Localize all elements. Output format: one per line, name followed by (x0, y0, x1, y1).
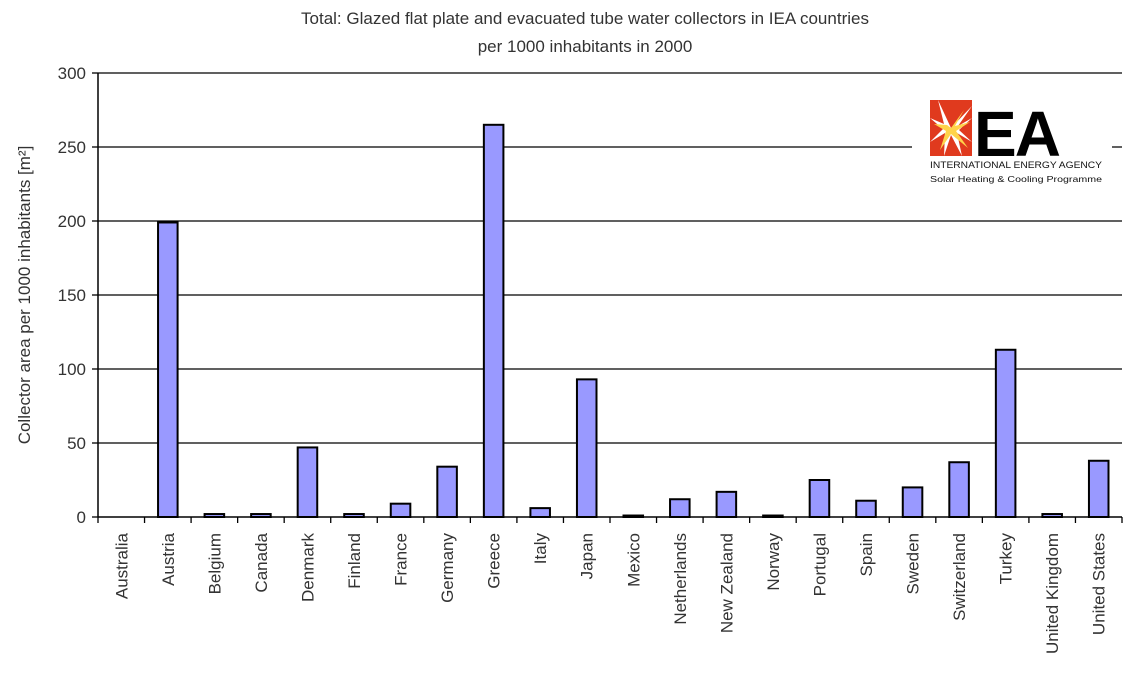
x-category-label: Switzerland (950, 533, 969, 621)
bar (436, 465, 458, 518)
iea-logo: EA INTERNATIONAL ENERGY AGENCY Solar Hea… (912, 92, 1112, 192)
bar (1087, 459, 1110, 519)
category-labels: Australia Austria Belgium Canada Denmark Finl… (112, 532, 1108, 654)
bar (855, 499, 877, 519)
bar (482, 123, 505, 519)
chart-title: Total: Glazed flat plate and evacuated t… (301, 9, 869, 28)
x-category-label: Turkey (997, 533, 1016, 585)
bar (296, 446, 319, 518)
logo-agency-name: INTERNATIONAL ENERGY AGENCY (930, 160, 1102, 170)
bar (994, 348, 1017, 519)
axes (97, 73, 1123, 523)
x-category-label: Netherlands (671, 533, 690, 625)
bar (715, 490, 738, 518)
x-category-label: Spain (857, 533, 876, 576)
x-category-label: Greece (485, 533, 504, 589)
logo-programme-name: Solar Heating & Cooling Programme (930, 174, 1102, 184)
y-tick-label: 100 (58, 360, 86, 379)
logo-letters: EA (974, 98, 1060, 170)
x-category-label: Canada (252, 532, 271, 592)
grid-lines (98, 72, 1122, 444)
x-category-label: United Kingdom (1043, 533, 1062, 654)
y-tick-label: 50 (67, 434, 86, 453)
bar (948, 461, 970, 518)
bar (669, 498, 691, 518)
y-axis-ticks: 0 50 100 150 200 250 300 (58, 64, 98, 527)
x-category-label: Sweden (904, 533, 923, 594)
x-category-label: New Zealand (717, 533, 736, 633)
bar (389, 502, 412, 518)
x-category-label: Norway (764, 533, 783, 591)
x-category-label: United States (1090, 533, 1109, 635)
bar (157, 221, 179, 518)
sun-burst-icon (930, 100, 972, 156)
x-category-label: France (392, 533, 411, 586)
x-category-label: Mexico (624, 533, 643, 587)
x-category-label: Belgium (205, 533, 224, 594)
x-category-label: Denmark (298, 533, 317, 602)
bar (901, 486, 924, 518)
y-tick-label: 300 (58, 64, 86, 83)
x-category-label: Finland (345, 533, 364, 589)
bar (808, 479, 831, 518)
x-category-label: Japan (578, 533, 597, 579)
bars (157, 123, 1110, 519)
y-tick-label: 0 (77, 508, 86, 527)
x-category-label: Austria (159, 532, 178, 585)
y-tick-label: 250 (58, 138, 86, 157)
y-tick-label: 200 (58, 212, 86, 231)
x-category-label: Australia (112, 532, 131, 599)
y-tick-label: 150 (58, 286, 86, 305)
x-category-label: Italy (531, 533, 550, 565)
bar (529, 507, 551, 518)
y-axis-label: Collector area per 1000 inhabitants [m²] (15, 146, 34, 445)
x-category-label: Germany (438, 533, 457, 603)
x-category-label: Portugal (810, 533, 829, 596)
chart-subtitle: per 1000 inhabitants in 2000 (478, 37, 693, 56)
bar (575, 378, 598, 518)
